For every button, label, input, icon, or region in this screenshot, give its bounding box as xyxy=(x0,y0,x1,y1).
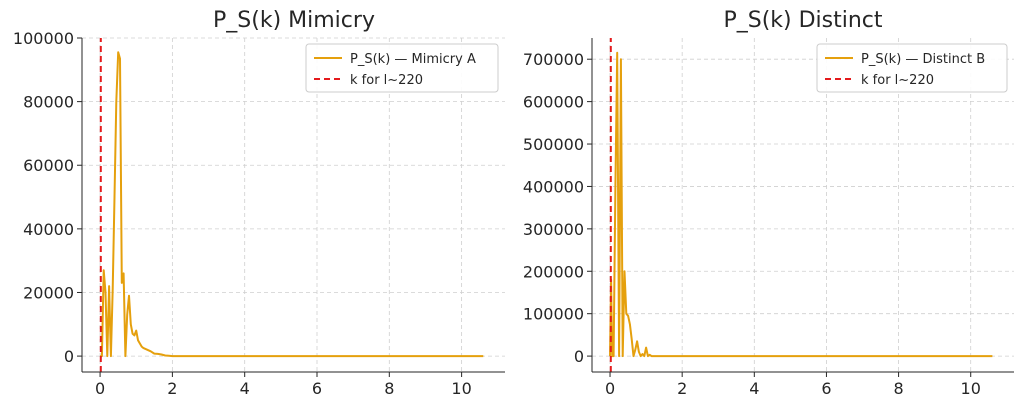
chart-distinct: P_S(k) Distinct 0 2 4 6 8 10 0 100000 200000 3000… xyxy=(523,8,1014,398)
tick-labels: 0 2 4 6 8 10 0 20000 40000 60000 80000 100000 xyxy=(13,29,472,398)
legend-box xyxy=(816,43,1008,93)
axes-frame xyxy=(81,38,505,373)
x-tick-label: 4 xyxy=(749,379,759,398)
legend-label: P_S(k) — Distinct B xyxy=(861,52,985,67)
series-line xyxy=(609,51,993,358)
y-tick-label: 700000 xyxy=(523,50,584,69)
legend: P_S(k) — Distinct B k for l~220 xyxy=(816,43,1008,93)
x-tick-label: 8 xyxy=(384,379,394,398)
series-line xyxy=(100,51,484,358)
y-tick-label: 0 xyxy=(64,347,74,366)
legend-label: k for l~220 xyxy=(861,73,934,88)
chart-title: P_S(k) Distinct xyxy=(723,8,882,33)
x-tick-label: 8 xyxy=(893,379,903,398)
x-tick-label: 2 xyxy=(677,379,687,398)
y-tick-label: 40000 xyxy=(23,220,74,239)
legend-label: P_S(k) — Mimicry A xyxy=(350,52,476,67)
x-tick-label: 4 xyxy=(240,379,250,398)
y-tick-label: 100000 xyxy=(523,305,584,324)
x-tick-label: 0 xyxy=(605,379,615,398)
x-tick-label: 0 xyxy=(95,379,105,398)
y-tick-label: 300000 xyxy=(523,220,584,239)
series-group xyxy=(99,38,484,372)
legend-label: k for l~220 xyxy=(350,73,423,88)
tick-labels: 0 2 4 6 8 10 0 100000 200000 300000 400000 500000 60… xyxy=(523,50,981,398)
axes-frame xyxy=(591,38,1014,373)
y-tick-label: 60000 xyxy=(23,156,74,175)
y-tick-label: 20000 xyxy=(23,283,74,302)
x-tick-label: 10 xyxy=(961,379,981,398)
x-tick-label: 2 xyxy=(167,379,177,398)
y-tick-label: 600000 xyxy=(523,93,584,112)
y-tick-label: 500000 xyxy=(523,135,584,154)
legend: P_S(k) — Mimicry A k for l~220 xyxy=(305,43,499,93)
chart-mimicry: P_S(k) Mimicry 0 2 4 6 8 10 0 20000 40000 60000 80… xyxy=(13,8,505,398)
y-tick-label: 200000 xyxy=(523,262,584,281)
y-tick-label: 400000 xyxy=(523,177,584,196)
x-tick-label: 6 xyxy=(821,379,831,398)
x-tick-label: 10 xyxy=(451,379,471,398)
y-tick-label: 100000 xyxy=(13,29,74,48)
chart-title: P_S(k) Mimicry xyxy=(213,8,375,33)
x-tick-label: 6 xyxy=(312,379,322,398)
y-tick-label: 0 xyxy=(574,347,584,366)
series-group xyxy=(609,38,993,372)
y-tick-label: 80000 xyxy=(23,93,74,112)
legend-box xyxy=(305,43,499,93)
